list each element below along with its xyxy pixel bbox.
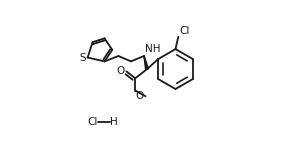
Text: Cl: Cl — [87, 117, 97, 127]
Text: S: S — [79, 53, 86, 62]
Text: O: O — [136, 91, 144, 101]
Text: H: H — [110, 117, 118, 127]
Text: NH: NH — [145, 44, 160, 54]
Text: Cl: Cl — [179, 26, 189, 36]
Polygon shape — [144, 56, 148, 69]
Text: O: O — [116, 66, 124, 76]
